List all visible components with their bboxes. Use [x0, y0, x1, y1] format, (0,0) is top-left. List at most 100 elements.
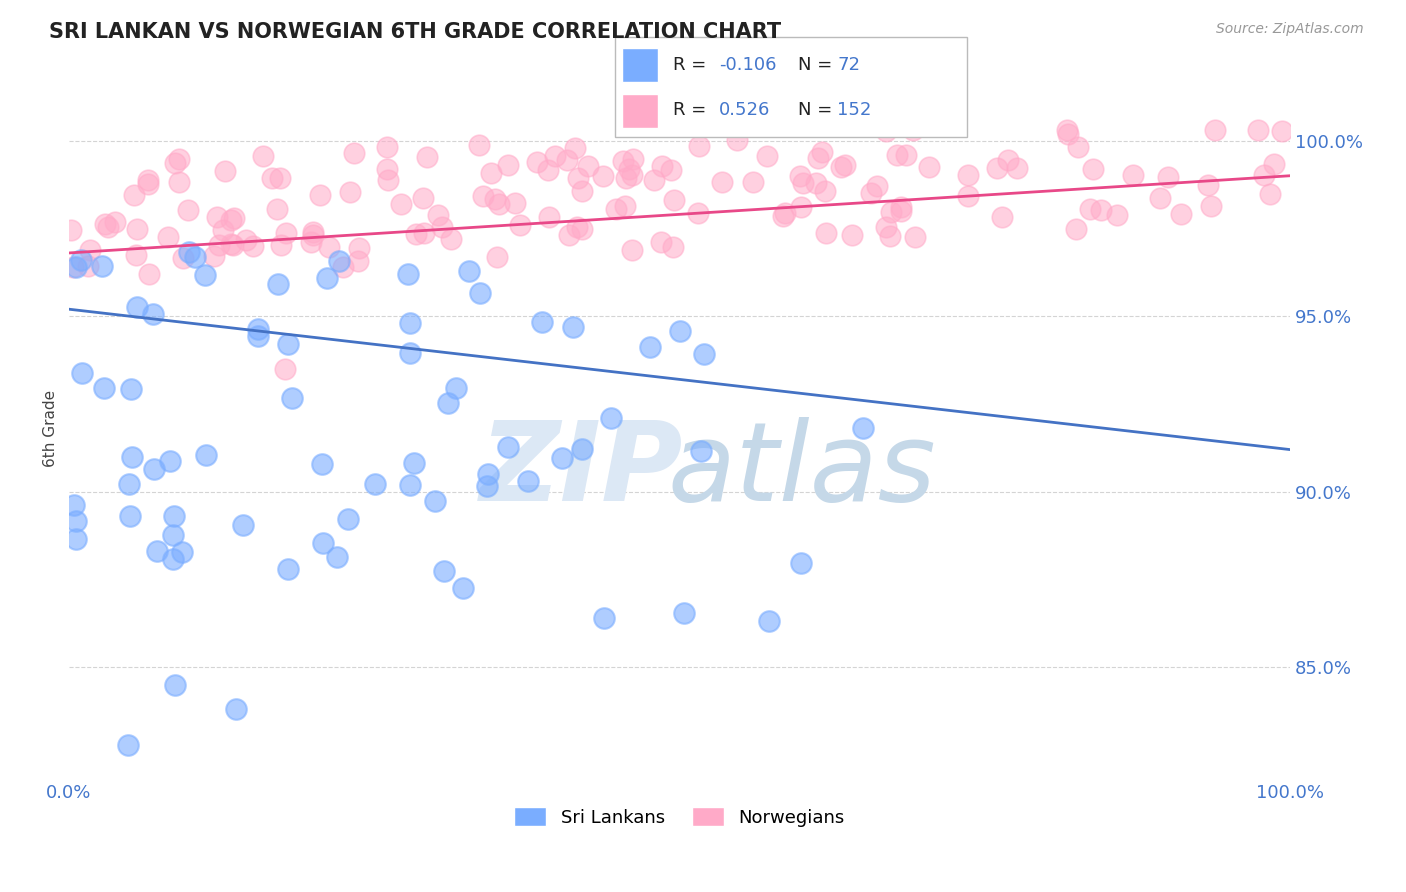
Point: [162, 551, 184, 566]
Point: [162, 528, 184, 542]
Point: [991, 210, 1014, 224]
Bar: [623, 95, 658, 128]
Point: [375, 139, 398, 153]
Point: [194, 268, 217, 283]
Point: [299, 235, 322, 250]
Point: [326, 549, 349, 564]
Point: [312, 535, 335, 549]
Point: [790, 557, 813, 571]
Point: [1090, 203, 1112, 218]
Point: [904, 229, 927, 244]
Point: [792, 176, 814, 190]
Point: [159, 454, 181, 468]
Point: [405, 227, 427, 241]
Point: [167, 175, 190, 189]
Point: [686, 205, 709, 219]
Point: [453, 581, 475, 595]
Point: [620, 168, 643, 182]
Point: [277, 562, 299, 576]
Point: [127, 222, 149, 236]
Point: [232, 518, 254, 533]
Point: [789, 169, 811, 184]
Point: [315, 270, 337, 285]
Point: [118, 476, 141, 491]
Point: [617, 161, 640, 176]
Text: R =: R =: [672, 56, 711, 74]
Point: [614, 171, 637, 186]
Point: [593, 611, 616, 625]
Point: [834, 157, 856, 171]
Point: [1271, 124, 1294, 138]
Point: [956, 169, 979, 183]
Point: [125, 300, 148, 314]
Point: [567, 220, 589, 235]
Point: [142, 462, 165, 476]
Point: [332, 260, 354, 274]
Point: [349, 241, 371, 255]
Point: [65, 533, 87, 547]
Point: [377, 173, 399, 187]
Point: [661, 240, 683, 254]
Text: N =: N =: [799, 56, 838, 74]
Point: [804, 176, 827, 190]
Point: [886, 147, 908, 161]
Point: [498, 158, 520, 172]
Point: [62, 260, 84, 274]
Point: [859, 186, 882, 200]
Point: [93, 217, 115, 231]
Point: [879, 229, 901, 244]
Point: [262, 170, 284, 185]
Point: [221, 213, 243, 227]
Text: 72: 72: [838, 56, 860, 74]
Point: [957, 189, 980, 203]
Point: [389, 197, 412, 211]
Point: [875, 123, 897, 137]
Point: [194, 448, 217, 462]
Point: [235, 233, 257, 247]
Point: [157, 230, 180, 244]
Point: [65, 260, 87, 274]
Point: [1198, 178, 1220, 192]
Point: [1105, 208, 1128, 222]
Point: [475, 479, 498, 493]
Point: [530, 315, 553, 329]
Point: [918, 161, 941, 175]
Point: [430, 220, 453, 235]
Point: [336, 512, 359, 526]
FancyBboxPatch shape: [616, 37, 966, 137]
Point: [274, 361, 297, 376]
Point: [136, 173, 159, 187]
Point: [758, 615, 780, 629]
Point: [558, 228, 581, 243]
Point: [399, 346, 422, 360]
Point: [1247, 123, 1270, 137]
Point: [163, 678, 186, 692]
Point: [125, 248, 148, 262]
Point: [396, 268, 419, 282]
Point: [1067, 140, 1090, 154]
Point: [526, 155, 548, 169]
Point: [875, 219, 897, 234]
Point: [772, 209, 794, 223]
Point: [638, 340, 661, 354]
Point: [1064, 222, 1087, 236]
Point: [1204, 123, 1226, 137]
Point: [756, 149, 779, 163]
Text: atlas: atlas: [666, 417, 936, 524]
Point: [266, 202, 288, 217]
Point: [138, 268, 160, 282]
Point: [398, 478, 420, 492]
Point: [117, 738, 139, 752]
Point: [710, 175, 733, 189]
Point: [567, 171, 589, 186]
Point: [121, 450, 143, 464]
Point: [468, 285, 491, 300]
Point: [571, 221, 593, 235]
Point: [163, 156, 186, 170]
Point: [650, 235, 672, 249]
Point: [725, 133, 748, 147]
Text: 0.526: 0.526: [720, 101, 770, 119]
Legend: Sri Lankans, Norwegians: Sri Lankans, Norwegians: [506, 800, 852, 834]
Point: [509, 218, 531, 232]
Point: [76, 259, 98, 273]
